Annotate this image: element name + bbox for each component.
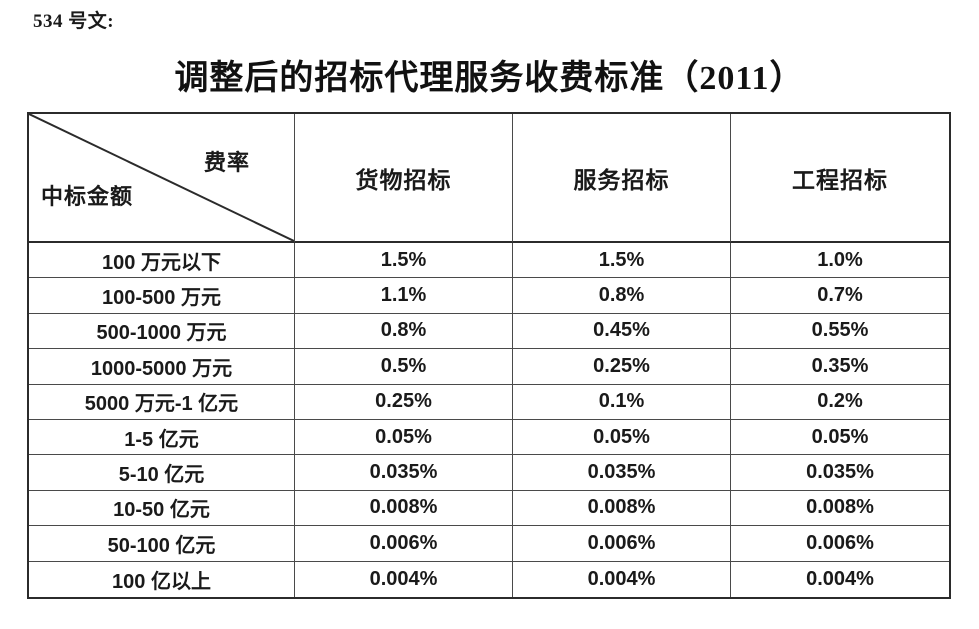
fee-cell-goods: 0.05% bbox=[295, 420, 513, 456]
fee-cell-service: 0.05% bbox=[513, 420, 731, 456]
fee-cell-engineering: 0.035% bbox=[731, 455, 949, 491]
fee-cell-goods: 0.004% bbox=[295, 561, 513, 597]
fee-cell-engineering: 0.2% bbox=[731, 385, 949, 420]
corner-label-bid-amount: 中标金额 bbox=[41, 184, 134, 209]
table-corner-cell: 费率 中标金额 bbox=[29, 114, 295, 243]
document-number-label: 534 号文: bbox=[33, 11, 115, 32]
fee-cell-service: 0.006% bbox=[513, 526, 731, 562]
fee-cell-engineering: 0.006% bbox=[731, 526, 949, 562]
fee-cell-engineering: 0.55% bbox=[731, 314, 949, 350]
row-label: 500-1000 万元 bbox=[29, 313, 295, 350]
row-label: 5-10 亿元 bbox=[29, 455, 295, 491]
row-label: 100-500 万元 bbox=[29, 278, 295, 314]
corner-label-rate: 费率 bbox=[203, 150, 250, 175]
fee-cell-engineering: 0.008% bbox=[731, 491, 949, 527]
row-label: 50-100 亿元 bbox=[29, 526, 295, 562]
row-label: 10-50 亿元 bbox=[29, 490, 295, 527]
fee-cell-engineering: 0.05% bbox=[731, 420, 949, 456]
fee-cell-goods: 0.008% bbox=[295, 490, 513, 527]
diagonal-divider-line bbox=[29, 114, 294, 241]
fee-cell-goods: 1.5% bbox=[295, 243, 513, 279]
row-label: 100 万元以下 bbox=[29, 243, 295, 279]
row-label: 1-5 亿元 bbox=[29, 420, 295, 456]
fee-cell-goods: 0.006% bbox=[295, 526, 513, 562]
fee-cell-service: 0.8% bbox=[513, 278, 731, 314]
fee-cell-goods: 1.1% bbox=[295, 278, 513, 314]
fee-cell-engineering: 0.004% bbox=[806, 567, 874, 590]
page-title: 调整后的招标代理服务收费标准（2011） bbox=[174, 60, 805, 97]
row-label: 1000-5000 万元 bbox=[29, 349, 295, 385]
fee-cell-goods: 0.035% bbox=[295, 455, 513, 491]
row-label: 100 亿以上 bbox=[29, 561, 295, 597]
fee-cell-goods: 0.5% bbox=[295, 349, 513, 385]
fee-rate-table: 费率 中标金额 货物招标 服务招标 工程招标 100 万元以下 1.5% 1.5… bbox=[27, 112, 951, 599]
fee-cell-engineering: 0.35% bbox=[731, 349, 949, 385]
row-label: 5000 万元-1 亿元 bbox=[29, 384, 295, 420]
fee-cell-engineering: 1.0% bbox=[731, 243, 949, 279]
column-header-goods: 货物招标 bbox=[295, 114, 513, 243]
column-header-engineering: 工程招标 bbox=[731, 114, 949, 243]
fee-cell-engineering: 0.7% bbox=[731, 278, 949, 314]
fee-cell-service: 0.035% bbox=[513, 455, 731, 491]
fee-cell-service: 1.5% bbox=[513, 243, 731, 279]
fee-cell-service: 0.45% bbox=[513, 313, 731, 350]
fee-cell-service: 0.004% bbox=[513, 561, 731, 597]
fee-cell-service: 0.1% bbox=[513, 384, 731, 420]
fee-cell-service: 0.008% bbox=[513, 490, 731, 527]
fee-cell-goods: 0.8% bbox=[295, 313, 513, 350]
fee-cell-goods: 0.25% bbox=[295, 384, 513, 420]
fee-cell-service: 0.25% bbox=[513, 349, 731, 385]
column-header-service: 服务招标 bbox=[513, 114, 731, 243]
